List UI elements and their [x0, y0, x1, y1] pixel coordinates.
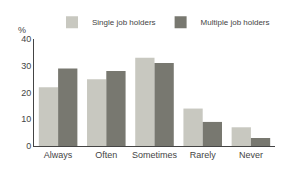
svg-text:10: 10: [21, 114, 31, 124]
svg-text:20: 20: [21, 88, 31, 98]
svg-text:Rarely: Rarely: [190, 150, 217, 160]
svg-text:Sometimes: Sometimes: [132, 150, 178, 160]
svg-text:%: %: [18, 25, 26, 35]
svg-text:0: 0: [26, 141, 31, 151]
svg-text:40: 40: [21, 34, 31, 44]
svg-text:Often: Often: [95, 150, 117, 160]
svg-text:30: 30: [21, 61, 31, 71]
svg-text:Never: Never: [239, 150, 263, 160]
svg-text:Multiple job holders: Multiple job holders: [201, 18, 270, 27]
svg-text:Always: Always: [44, 150, 73, 160]
svg-text:Single job holders: Single job holders: [92, 18, 156, 27]
